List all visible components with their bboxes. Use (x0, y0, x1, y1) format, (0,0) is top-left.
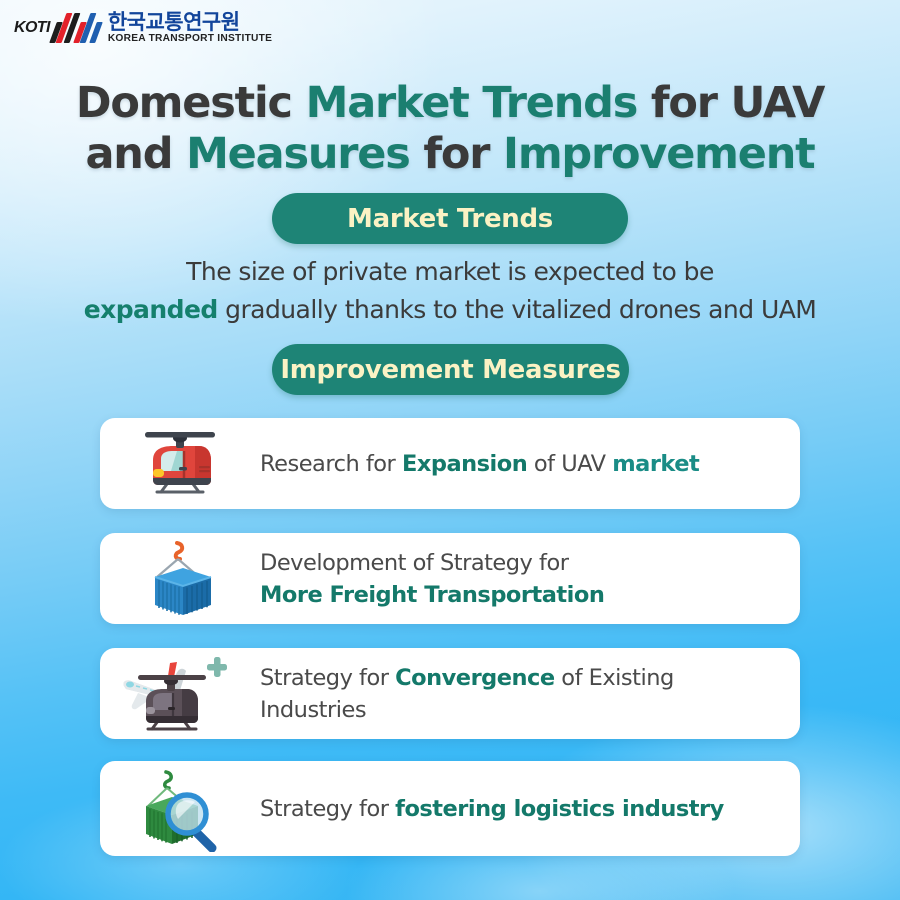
red-helicopter-icon (100, 418, 260, 509)
lead-line-2-rest: gradually thanks to the vitalized drones… (217, 295, 817, 324)
measure-card-1-text: Research for Expansion of UAV market (260, 450, 700, 477)
koti-wordmark: 한국교통연구원 KOREA TRANSPORT INSTITUTE (108, 12, 272, 44)
plus-icon (207, 656, 227, 677)
title-line-2: and Measures for Improvement (85, 129, 815, 179)
airplane-plus-helicopter-icon (100, 648, 260, 739)
measure-card-3-text: Strategy for Convergence of Existing Ind… (260, 664, 674, 723)
market-trends-description: The size of private market is expected t… (0, 253, 900, 329)
badge-market-trends-label: Market Trends (347, 203, 553, 234)
magnifier-glass (165, 791, 217, 852)
koti-logo: KOTI 한국교통연구원 KOREA TRANSPORT INSTITUTE (14, 12, 272, 44)
measure-card-1[interactable]: Research for Expansion of UAV market (100, 418, 800, 509)
title-line-1: Domestic Market Trends for UAV (75, 78, 826, 128)
measure-card-2-text: Development of Strategy for More Freight… (260, 549, 605, 608)
lead-highlight-expanded: expanded (83, 295, 219, 324)
measure-card-4-text: Strategy for fostering logistics industr… (260, 795, 724, 822)
green-container-magnifier-icon (100, 761, 260, 856)
measure-card-4[interactable]: Strategy for fostering logistics industr… (100, 761, 800, 856)
measure-card-2[interactable]: Development of Strategy for More Freight… (100, 533, 800, 624)
measure-card-3[interactable]: Strategy for Convergence of Existing Ind… (100, 648, 800, 739)
koti-logo-icon: KOTI (14, 13, 103, 44)
lead-line-1: The size of private market is expected t… (186, 257, 714, 286)
badge-improvement-measures: Improvement Measures (272, 344, 629, 395)
koti-acronym: KOTI (14, 19, 50, 37)
badge-improvement-measures-label: Improvement Measures (280, 354, 621, 385)
koti-slash-marks (49, 13, 103, 44)
koti-name-english: KOREA TRANSPORT INSTITUTE (107, 33, 273, 44)
blue-shipping-container-crane-icon (100, 533, 260, 624)
koti-name-korean: 한국교통연구원 (107, 10, 240, 34)
badge-market-trends: Market Trends (272, 193, 628, 244)
page-title: Domestic Market Trends for UAV and Measu… (0, 78, 900, 180)
